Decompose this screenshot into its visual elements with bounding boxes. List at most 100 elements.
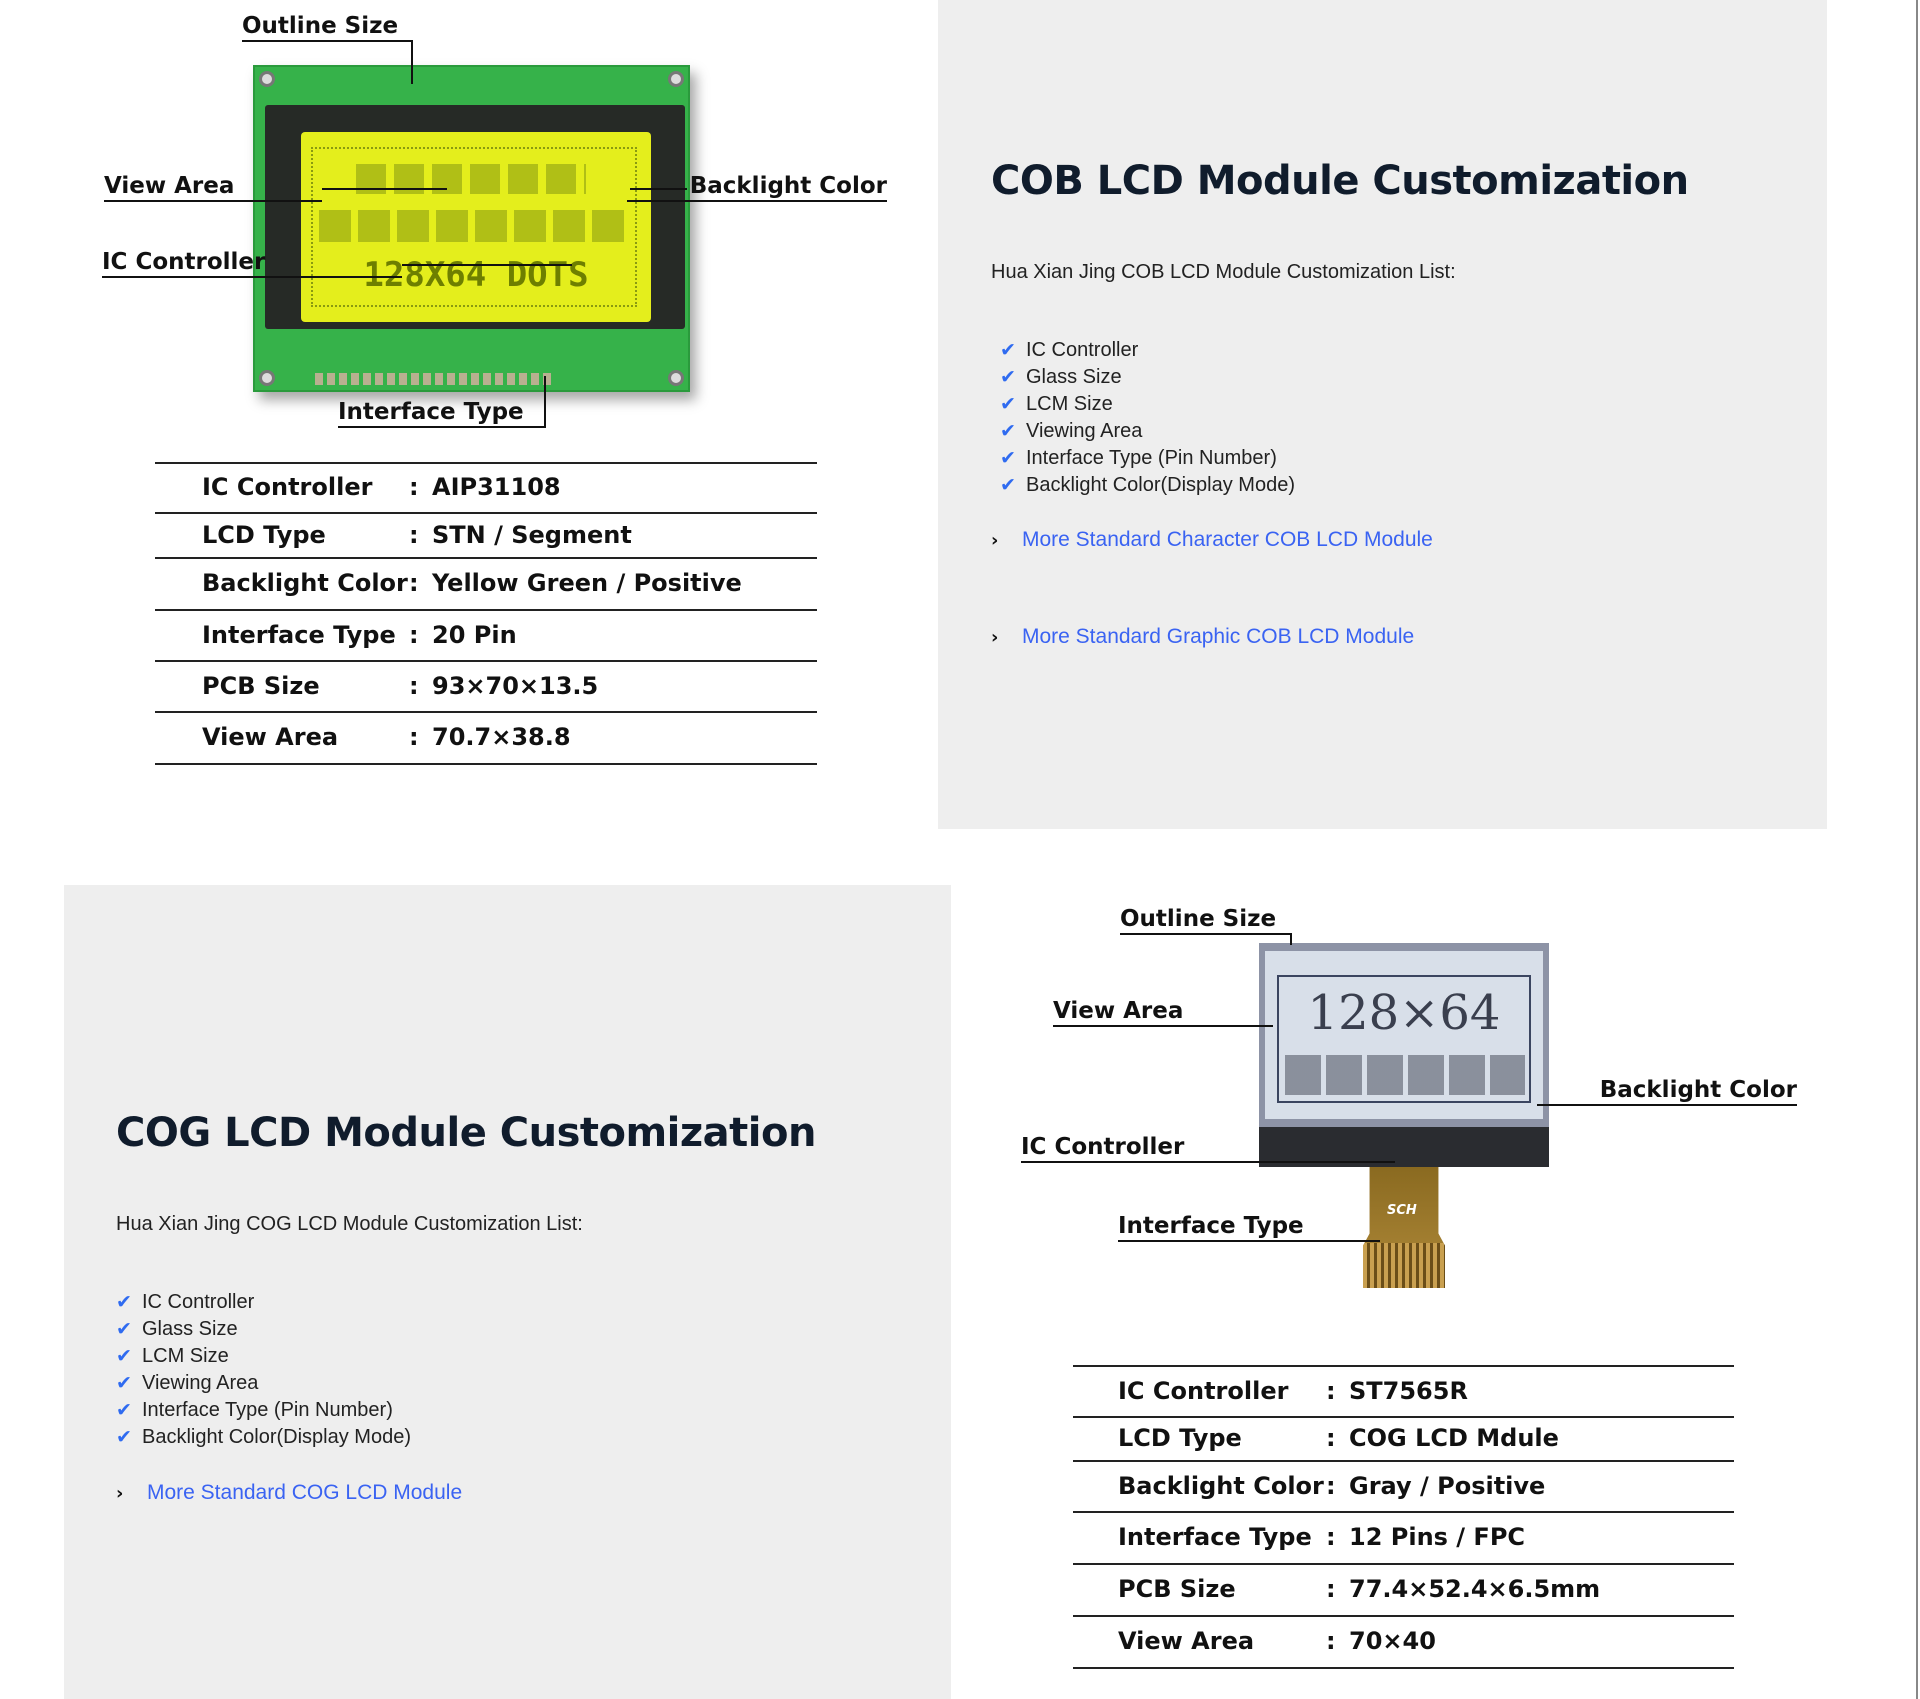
checklist-item: ✔ LCM Size [1000,391,1113,418]
chevron-right-icon: › [116,1483,124,1504]
spec-label: IC Controller [1118,1376,1289,1405]
link-standard-cog[interactable]: › More Standard COG LCD Module [116,1481,462,1505]
spec-colon: : [409,569,419,597]
leader-line [630,188,687,190]
cob-customization-panel [938,0,1827,829]
mounting-hole [259,71,275,87]
chevron-right-icon: › [991,627,999,648]
table-divider [155,462,817,464]
leader-line [322,188,447,190]
checklist-item: ✔ LCM Size [116,1343,229,1370]
spec-label: View Area [1118,1627,1255,1655]
table-divider [1073,1511,1734,1513]
spec-colon: : [1326,1376,1336,1405]
checklist-item: ✔ Viewing Area [116,1370,258,1397]
link-text[interactable]: More Standard Graphic COB LCD Module [1022,625,1415,648]
spec-value: Yellow Green / Positive [432,569,742,597]
mounting-hole [259,370,275,386]
table-divider [1073,1460,1734,1462]
label-view-area: View Area [1053,997,1273,1027]
table-divider [155,711,817,713]
spec-value: 77.4×52.4×6.5mm [1349,1575,1601,1603]
spec-label: Interface Type [1118,1523,1312,1551]
link-text[interactable]: More Standard COG LCD Module [147,1481,463,1504]
spec-label: LCD Type [202,520,326,549]
checklist-item: ✔ Viewing Area [1000,418,1142,445]
lcd-screen: 128×64 [1265,951,1543,1119]
spec-colon: : [1326,1627,1336,1655]
table-divider [155,660,817,662]
table-divider [155,512,817,514]
table-divider [1073,1563,1734,1565]
leader-line [402,264,572,266]
label-view-area: View Area [104,172,322,202]
spec-value: 20 Pin [432,620,517,649]
spec-label: Backlight Color [1118,1471,1324,1500]
table-divider [1073,1667,1734,1669]
spec-label: Backlight Color [202,569,408,597]
checkmark-icon: ✔ [116,1399,132,1421]
checklist-item-label: Glass Size [142,1318,238,1340]
checklist-item-label: Backlight Color(Display Mode) [1026,474,1295,496]
checkmark-icon: ✔ [1000,420,1016,442]
spec-colon: : [1326,1424,1336,1452]
checklist-item: ✔ Backlight Color(Display Mode) [116,1424,411,1451]
cog-lcd-image: 128×64 [1259,943,1549,1167]
link-standard-character-cob[interactable]: › More Standard Character COB LCD Module [991,528,1433,552]
checklist-item: ✔ Glass Size [1000,364,1122,391]
photo-lettering-line [319,210,629,242]
spec-label: Interface Type [202,620,396,649]
table-divider [1073,1365,1734,1367]
scrollbar-edge[interactable] [1916,0,1918,1699]
link-text[interactable]: More Standard Character COB LCD Module [1022,528,1433,551]
checklist-item: ✔ Glass Size [116,1316,238,1343]
checkmark-icon: ✔ [1000,474,1016,496]
checkmark-icon: ✔ [116,1372,132,1394]
spec-colon: : [409,473,419,501]
checkmark-icon: ✔ [1000,393,1016,415]
mounting-hole [668,370,684,386]
checkmark-icon: ✔ [1000,339,1016,361]
checkmark-icon: ✔ [116,1291,132,1313]
spec-colon: : [409,671,419,700]
photo-lettering-line [1285,1055,1525,1095]
spec-value: 93×70×13.5 [432,671,599,700]
checklist-item-label: Interface Type (Pin Number) [1026,447,1277,469]
label-backlight-color: Backlight Color [1537,1076,1797,1106]
spec-label: View Area [202,723,339,751]
checklist-item: ✔ Interface Type (Pin Number) [116,1397,393,1424]
table-divider [1073,1615,1734,1617]
fpc-cable: SCH [1363,1167,1445,1288]
checklist-item-label: Viewing Area [142,1372,259,1394]
table-divider [155,609,817,611]
spec-label: PCB Size [1118,1575,1236,1603]
cog-subtitle: Hua Xian Jing COG LCD Module Customizati… [116,1213,583,1235]
label-ic-controller: IC Controller [1021,1133,1395,1163]
label-interface-type: Interface Type [1118,1212,1380,1242]
table-divider [155,763,817,765]
checklist-item-label: Backlight Color(Display Mode) [142,1426,411,1448]
spec-value: COG LCD Mdule [1349,1424,1559,1452]
cob-title: COB LCD Module Customization [991,158,1689,204]
label-outline-size: Outline Size [242,12,412,42]
table-divider [1073,1416,1734,1418]
spec-colon: : [1326,1575,1336,1603]
checkmark-icon: ✔ [116,1426,132,1448]
table-divider [155,557,817,559]
checkmark-icon: ✔ [116,1345,132,1367]
label-outline-size: Outline Size [1120,905,1292,935]
spec-colon: : [409,520,419,549]
checkmark-icon: ✔ [1000,366,1016,388]
spec-colon: : [409,620,419,649]
link-standard-graphic-cob[interactable]: › More Standard Graphic COB LCD Module [991,625,1414,649]
cog-title: COG LCD Module Customization [116,1110,816,1156]
screen-text: 128X64 DOTS [363,255,589,295]
spec-value: Gray / Positive [1349,1471,1546,1500]
label-backlight-color: Backlight Color [627,172,887,202]
chevron-right-icon: › [991,530,999,551]
cob-lcd-image: 128X64 DOTS [253,65,690,392]
checklist-item-label: LCM Size [1026,393,1113,415]
checklist-item-label: Viewing Area [1026,420,1143,442]
spec-label: LCD Type [1118,1424,1242,1452]
spec-colon: : [1326,1523,1336,1551]
